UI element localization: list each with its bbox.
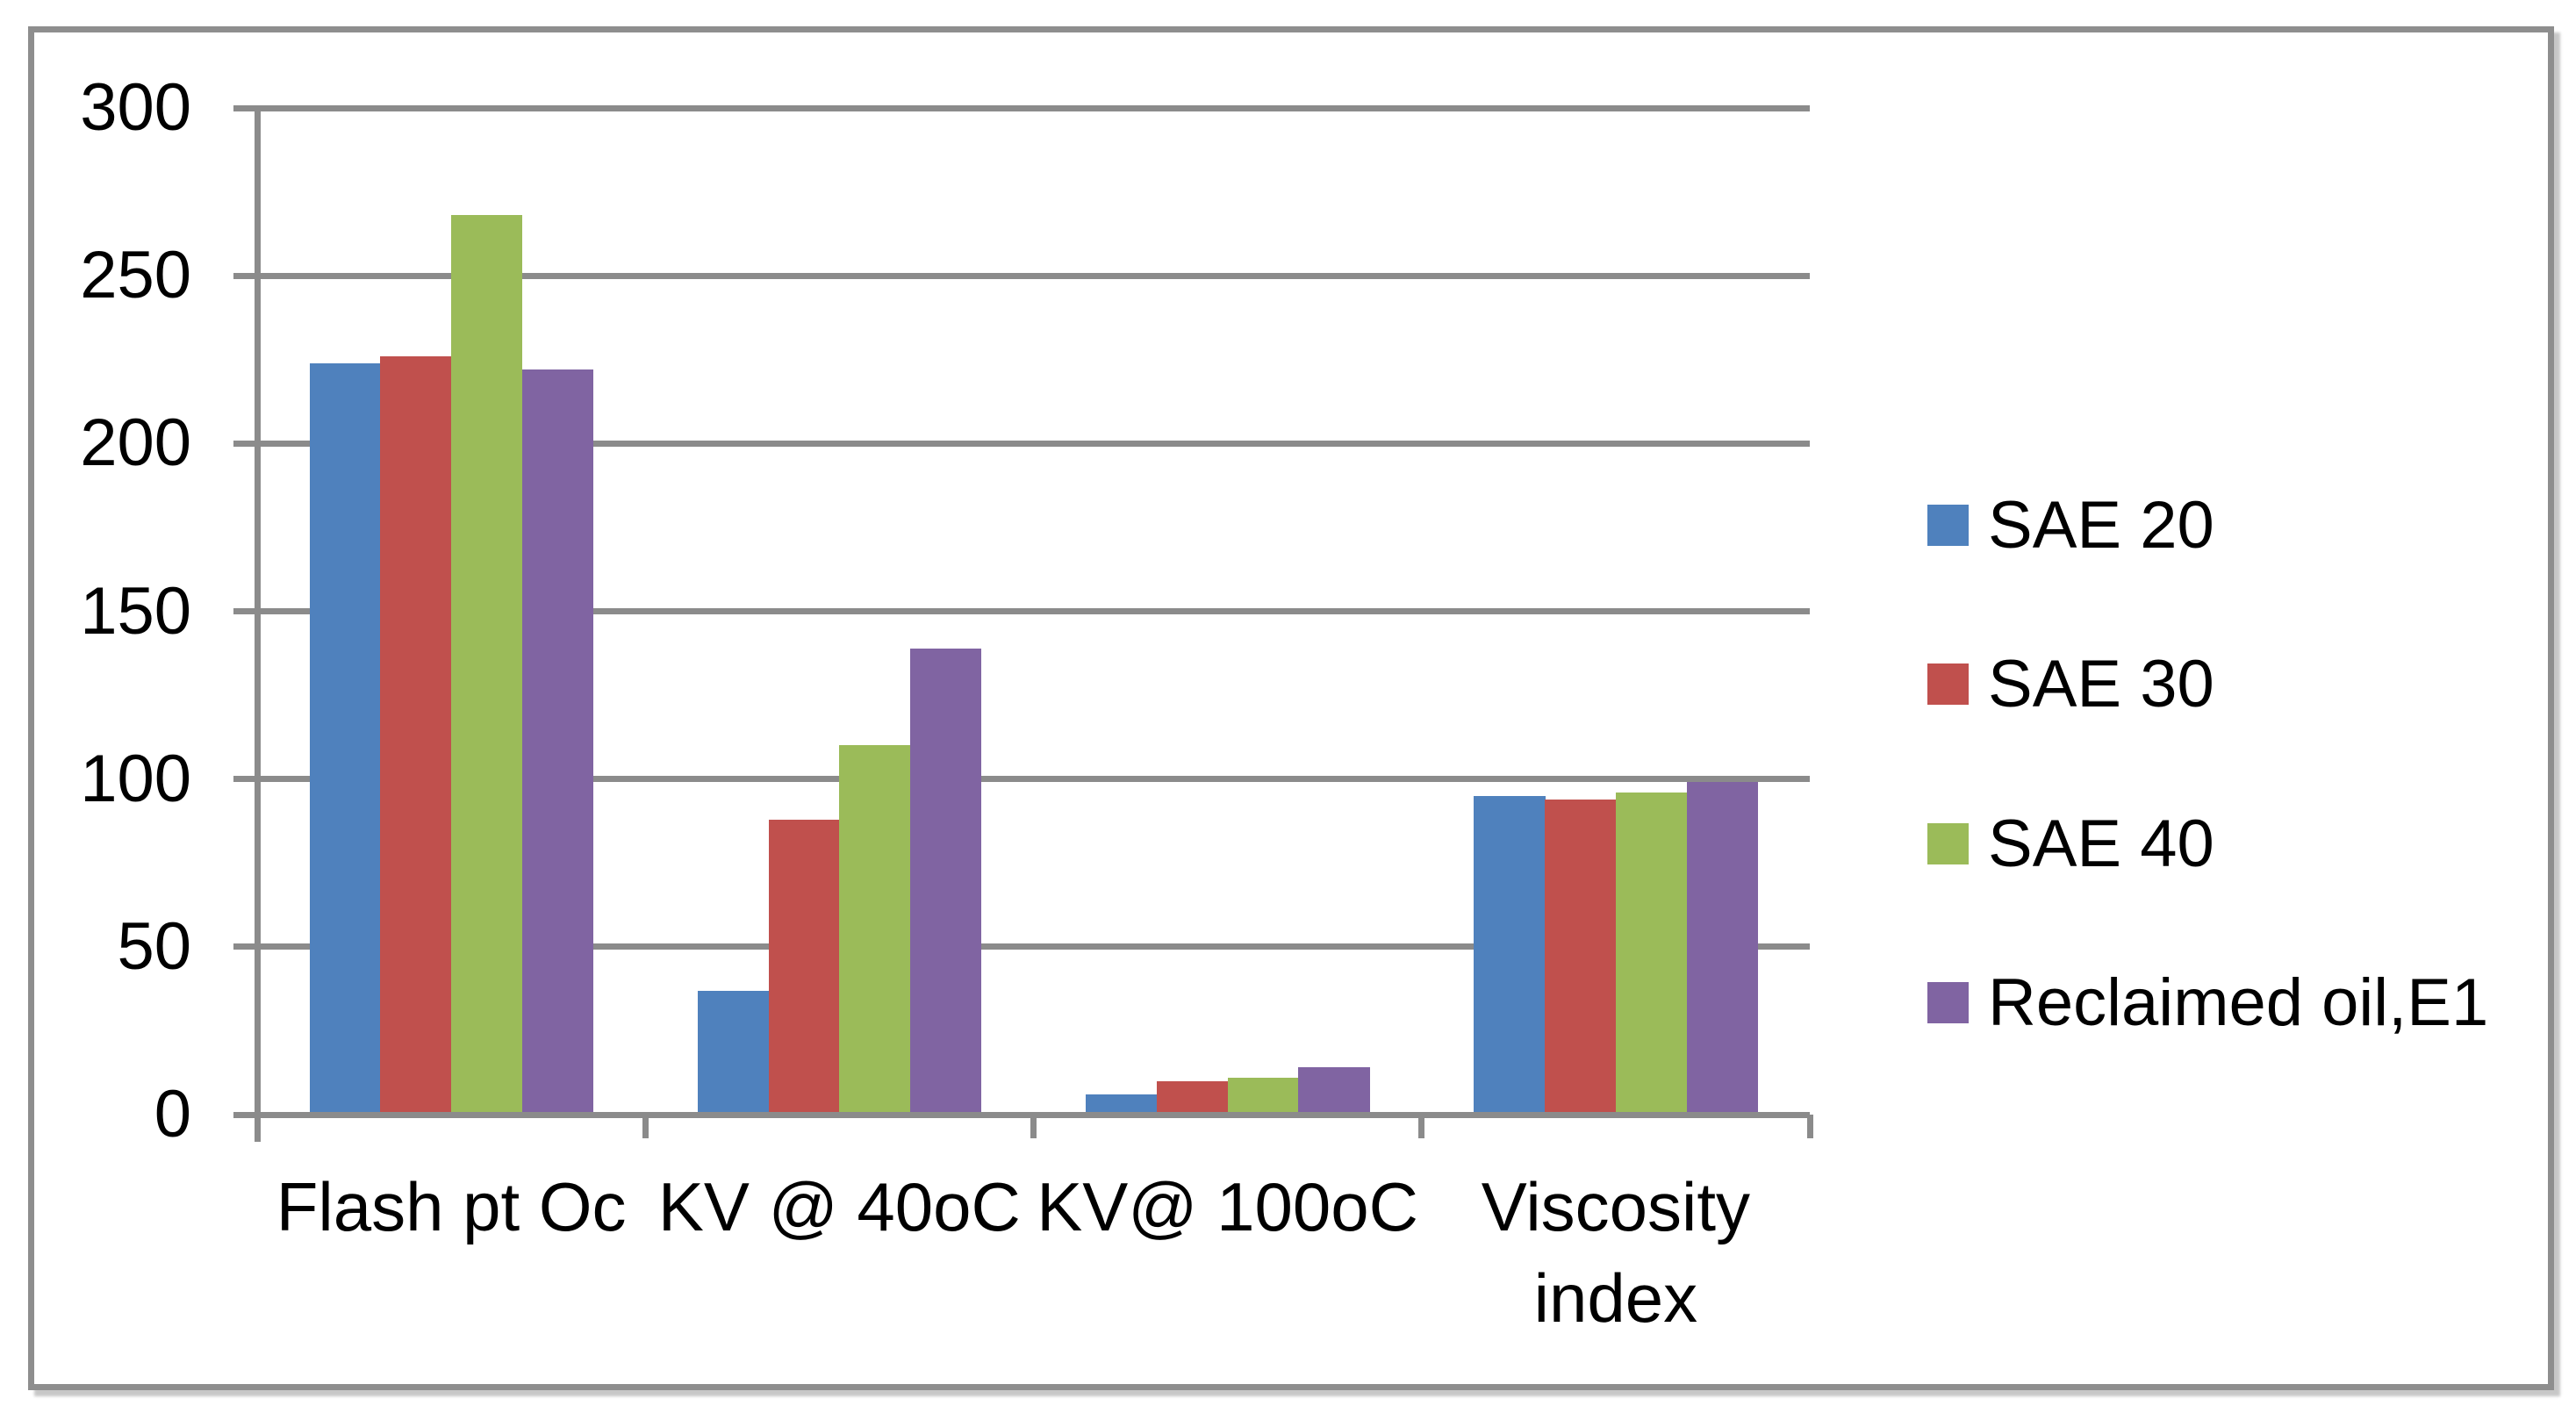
x-axis-tick-3	[1418, 1115, 1425, 1138]
bar-reclaimed-oil-e1-flash-pt-oc	[521, 369, 594, 1115]
x-axis-label-flash-pt-oc: Flash pt Oc	[276, 1168, 627, 1245]
y-axis-label-250: 250	[80, 238, 191, 313]
x-axis-label-kv-40oc: KV @ 40oC	[657, 1168, 1021, 1245]
bar-sae-20-kv-40oc	[697, 990, 770, 1115]
legend-label-sae-30: SAE 30	[1988, 647, 2214, 721]
legend-label-sae-40: SAE 40	[1988, 806, 2214, 881]
bar-sae-20-flash-pt-oc	[309, 362, 381, 1115]
bar-reclaimed-oil-e1-kv-100oc	[1298, 1067, 1370, 1115]
x-axis-tick-1	[642, 1115, 649, 1138]
y-axis-label-300: 300	[80, 70, 191, 145]
gridline-200	[257, 440, 1810, 447]
bar-sae-20-viscosity-index	[1474, 795, 1546, 1115]
y-axis-label-0: 0	[154, 1077, 191, 1151]
y-axis-tick-100	[233, 776, 257, 783]
gridline-150	[257, 608, 1810, 614]
y-axis-tick-150	[233, 608, 257, 614]
y-axis-label-200: 200	[80, 405, 191, 481]
legend-label-reclaimed-oil-e1: Reclaimed oil,E1	[1988, 965, 2489, 1040]
y-axis-label-150: 150	[80, 573, 191, 649]
bar-sae-20-kv-100oc	[1086, 1094, 1158, 1115]
legend-swatch-sae-30	[1927, 663, 1969, 705]
gridline-100	[257, 776, 1810, 783]
legend-item-sae-30: SAE 30	[1927, 644, 2214, 725]
y-axis-tick-250	[233, 272, 257, 279]
bar-reclaimed-oil-e1-kv-40oc	[910, 648, 982, 1115]
y-axis-tick-50	[233, 943, 257, 950]
bar-reclaimed-oil-e1-viscosity-index	[1686, 782, 1758, 1115]
bar-sae-40-kv-40oc	[839, 745, 911, 1115]
y-axis-tick-300	[233, 104, 257, 111]
gridline-50	[257, 943, 1810, 950]
y-axis-label-50: 50	[117, 908, 191, 984]
bar-sae-30-kv-100oc	[1156, 1080, 1229, 1115]
bar-sae-30-viscosity-index	[1545, 799, 1617, 1115]
legend-item-sae-20: SAE 20	[1927, 484, 2214, 565]
y-axis-label-100: 100	[80, 741, 191, 816]
x-axis-tick-4	[1806, 1115, 1813, 1138]
bar-sae-30-kv-40oc	[768, 819, 840, 1115]
legend-label-sae-20: SAE 20	[1988, 487, 2214, 563]
legend-swatch-reclaimed-oil-e1	[1927, 982, 1969, 1023]
legend-item-sae-40: SAE 40	[1927, 803, 2214, 884]
bar-sae-40-flash-pt-oc	[451, 215, 523, 1115]
y-axis-tick-200	[233, 440, 257, 447]
legend-item-reclaimed-oil-e1: Reclaimed oil,E1	[1927, 963, 2488, 1044]
y-axis-tick-0	[233, 1111, 257, 1118]
y-axis-line	[254, 104, 261, 1142]
bar-sae-30-flash-pt-oc	[380, 355, 452, 1115]
x-axis-label-viscosity-index: Viscosity index	[1481, 1168, 1751, 1337]
x-axis-label-kv-100oc: KV@ 100oC	[1037, 1168, 1418, 1245]
gridline-300	[257, 104, 1810, 111]
bar-sae-40-viscosity-index	[1615, 792, 1688, 1115]
x-axis-tick-2	[1030, 1115, 1037, 1138]
legend-swatch-sae-40	[1927, 822, 1969, 864]
legend-swatch-sae-20	[1927, 504, 1969, 546]
x-axis-tick-0	[254, 1115, 261, 1138]
gridline-250	[257, 272, 1810, 279]
bar-sae-40-kv-100oc	[1227, 1077, 1299, 1115]
